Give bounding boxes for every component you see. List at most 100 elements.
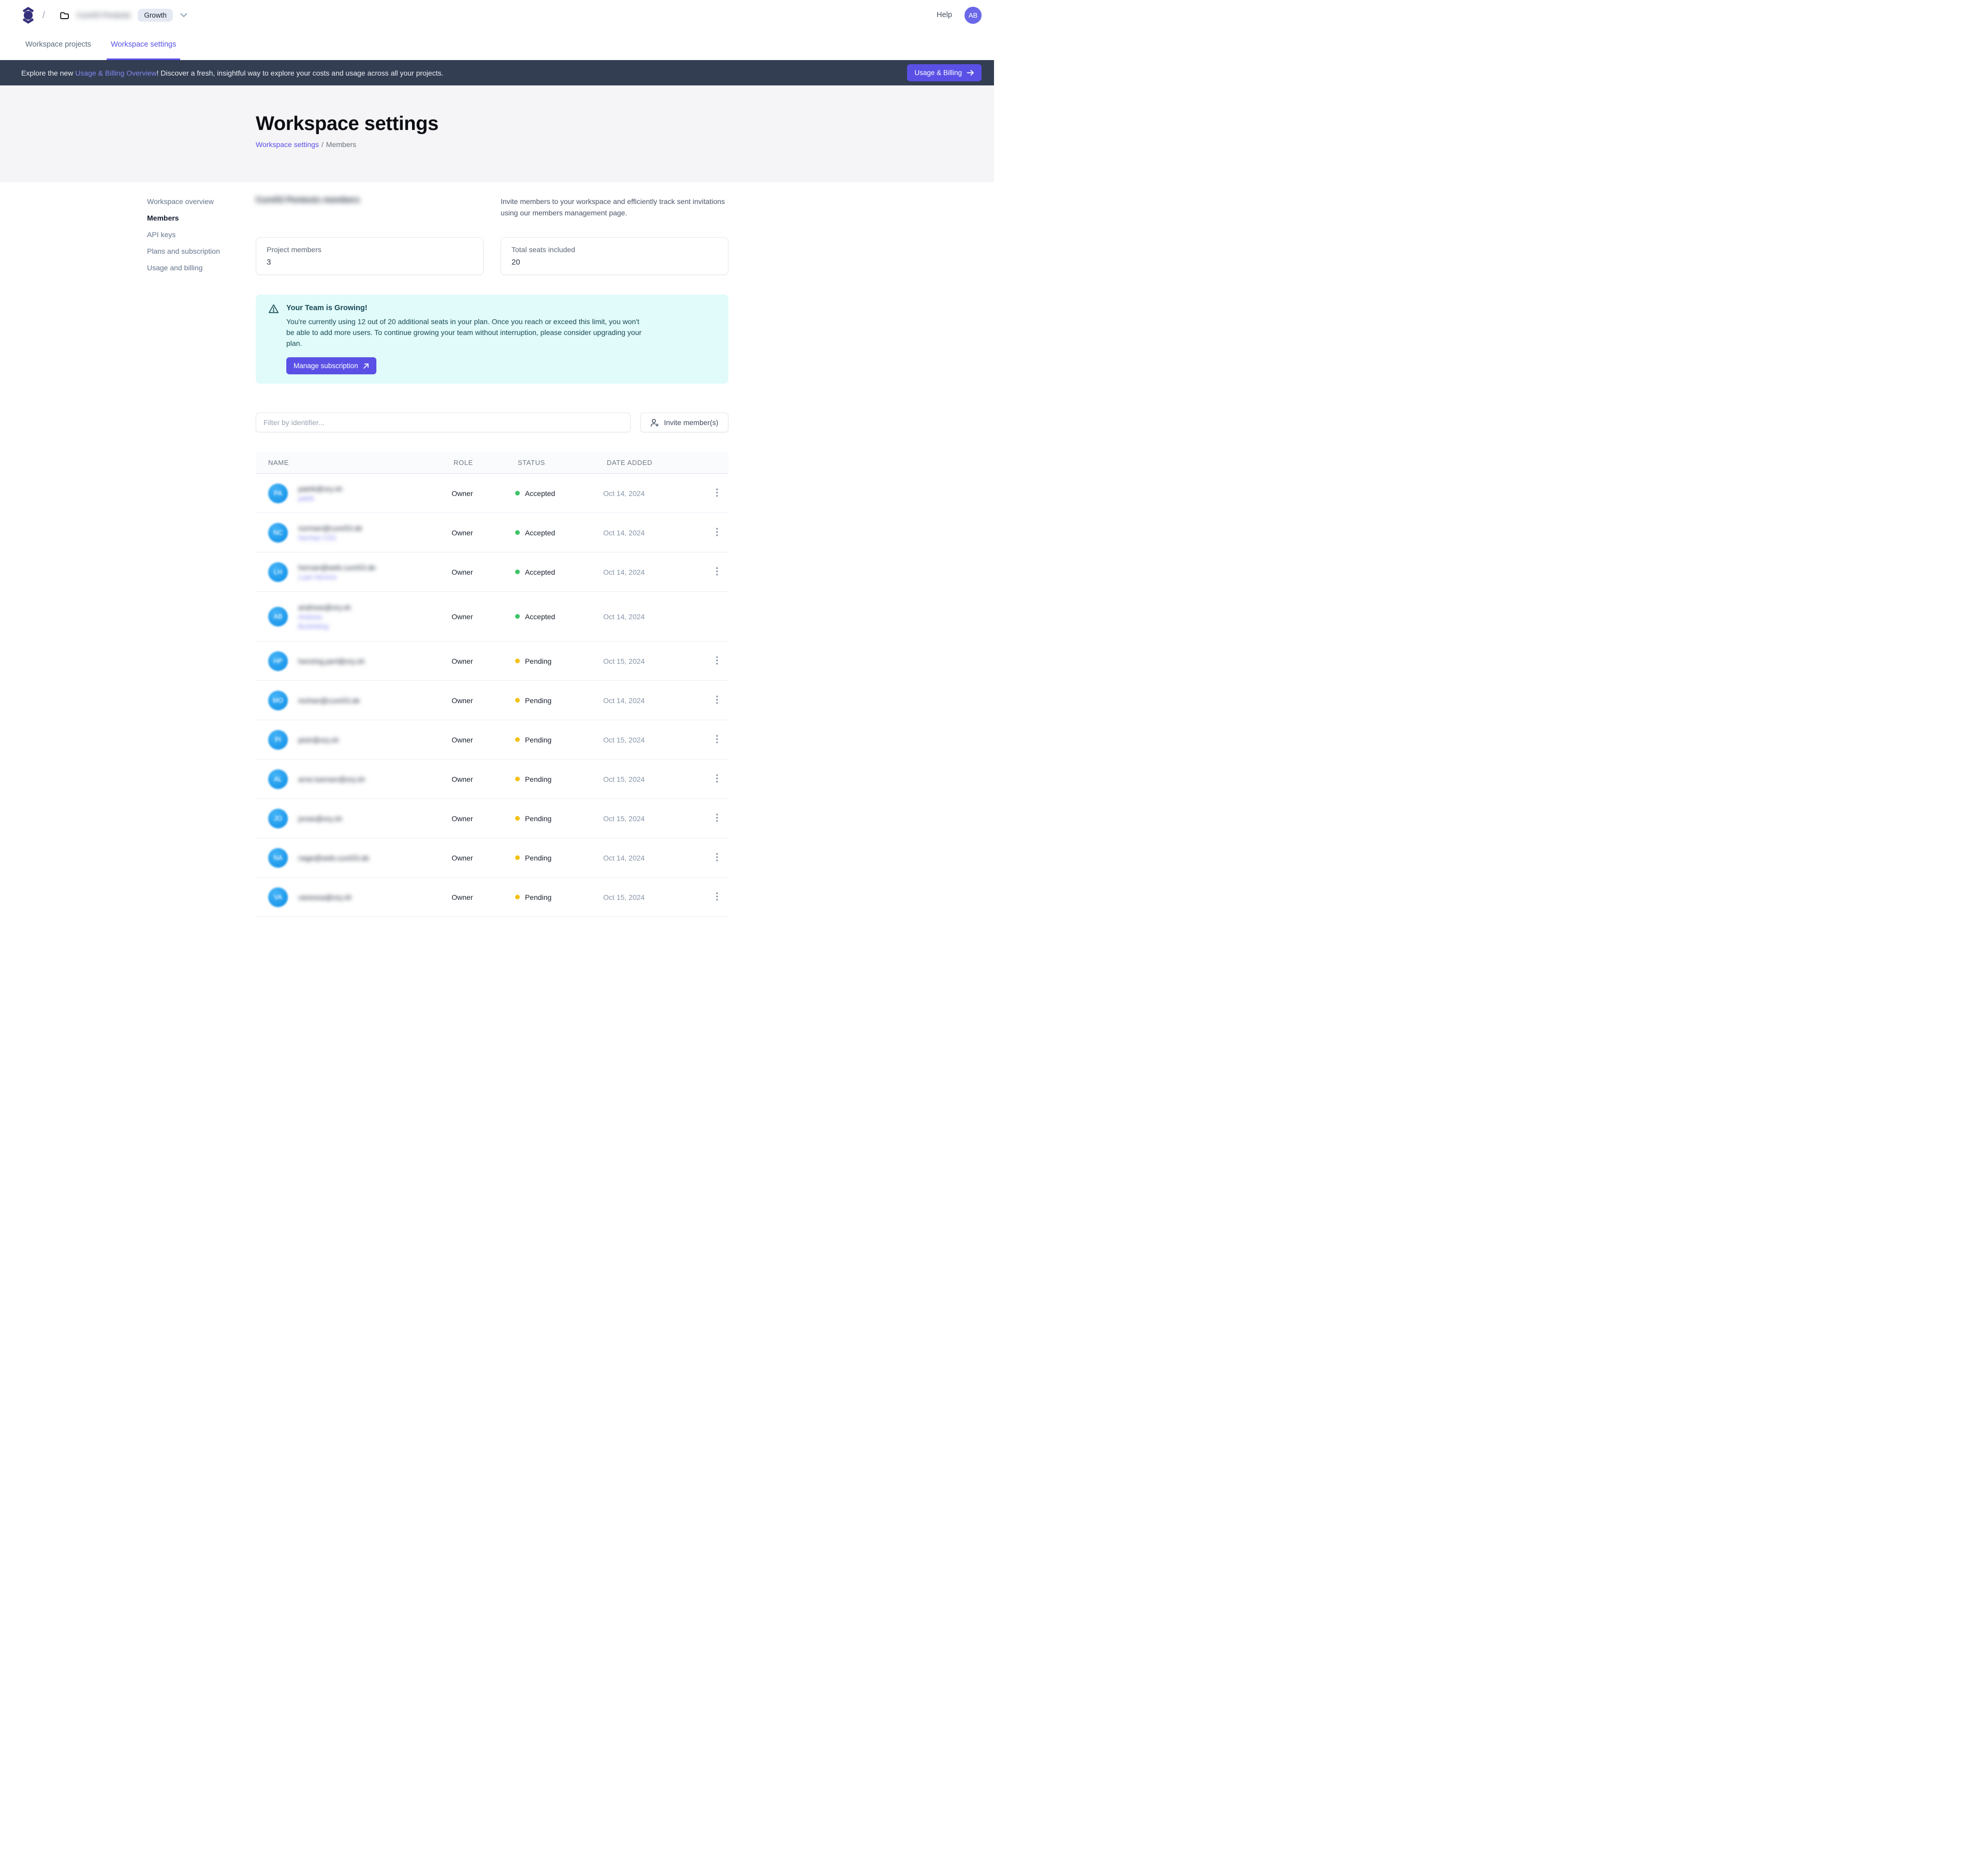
- member-status-cell: Pending: [515, 736, 603, 744]
- plan-badge[interactable]: Growth: [138, 8, 173, 22]
- member-menu-cell: [709, 732, 728, 748]
- member-identifier: norman@cure53.de Norman CS3: [298, 524, 362, 542]
- status-label: Accepted: [524, 612, 556, 621]
- tab-workspace-settings[interactable]: Workspace settings: [107, 37, 181, 60]
- member-name-cell: NC norman@cure53.de Norman CS3: [256, 518, 451, 548]
- sidebar-item-workspace-overview[interactable]: Workspace overview: [147, 197, 214, 206]
- stat-cards: Project members 3 Total seats included 2…: [256, 237, 728, 275]
- team-growing-alert: Your Team is Growing! You're currently u…: [256, 295, 728, 384]
- member-username: Norman CS3: [298, 534, 336, 542]
- user-avatar[interactable]: AB: [964, 6, 982, 24]
- invite-members-button[interactable]: Invite member(s): [640, 413, 728, 432]
- banner-text: Explore the new Usage & Billing Overview…: [21, 69, 444, 77]
- status-dot-icon: [515, 659, 520, 663]
- sidebar-item-members[interactable]: Members: [147, 214, 179, 222]
- arrow-right-icon: [967, 69, 974, 76]
- table-row: NC norman@cure53.de Norman CS3 Owner Acce…: [256, 513, 728, 552]
- row-menu-button[interactable]: [709, 485, 725, 502]
- status-label: Accepted: [524, 489, 556, 498]
- ory-logo-icon[interactable]: [21, 6, 35, 24]
- status-label: Pending: [524, 735, 552, 744]
- member-menu-cell: [709, 564, 728, 580]
- member-menu-cell: [709, 810, 728, 827]
- status-label: Pending: [524, 696, 552, 705]
- breadcrumb: Workspace settings / Members: [256, 140, 994, 149]
- member-name-cell: PI piotr@ory.sh: [256, 725, 451, 755]
- kebab-icon: [716, 853, 718, 862]
- status-badge: Pending: [515, 657, 603, 665]
- table-row: HP henning.perl@ory.sh Owner Pending Oct…: [256, 642, 728, 681]
- member-date-added: Oct 15, 2024: [603, 657, 645, 665]
- usage-billing-overview-link[interactable]: Usage & Billing Overview: [75, 68, 157, 77]
- row-menu-button[interactable]: [709, 653, 725, 669]
- members-description: Invite members to your workspace and eff…: [501, 197, 725, 217]
- kebab-icon: [716, 774, 718, 783]
- member-identifier: jonas@ory.sh: [298, 814, 342, 823]
- row-menu-button[interactable]: [709, 564, 725, 580]
- status-dot-icon: [515, 570, 520, 574]
- row-menu-button[interactable]: [709, 889, 725, 906]
- sidebar-item-usage-billing[interactable]: Usage and billing: [147, 264, 203, 272]
- status-badge: Accepted: [515, 613, 603, 621]
- member-avatar: JO: [268, 808, 288, 828]
- arrow-up-right-icon: [363, 363, 369, 369]
- row-menu-button[interactable]: [709, 850, 725, 866]
- status-label: Accepted: [524, 528, 556, 537]
- stat-value: 20: [511, 258, 520, 267]
- status-badge: Pending: [515, 775, 603, 783]
- member-date-added: Oct 14, 2024: [603, 612, 645, 621]
- sidebar-item-api-keys[interactable]: API keys: [147, 230, 176, 239]
- member-role: Owner: [451, 775, 473, 783]
- member-avatar: AB: [268, 606, 288, 626]
- alert-body: You're currently using 12 out of 20 addi…: [286, 317, 642, 347]
- member-identifier: vanessa@ory.sh: [298, 893, 352, 901]
- member-name-cell: JO jonas@ory.sh: [256, 804, 451, 834]
- usage-billing-button[interactable]: Usage & Billing: [907, 64, 982, 81]
- kebab-icon: [716, 528, 718, 536]
- status-dot-icon: [515, 895, 520, 899]
- filter-input[interactable]: [256, 413, 631, 432]
- status-badge: Pending: [515, 696, 603, 705]
- member-avatar: PI: [268, 730, 288, 750]
- member-name-cell: HP henning.perl@ory.sh: [256, 646, 451, 676]
- workspace-chevron-down-icon[interactable]: [180, 13, 187, 18]
- member-status-cell: Pending: [515, 696, 603, 705]
- banner-text-suffix: ! Discover a fresh, insightful way to ex…: [156, 68, 444, 77]
- tabs: Workspace projects Workspace settings: [0, 30, 994, 60]
- member-name-cell: LH hernan@web.cure53.de Luan Herrera: [256, 557, 451, 587]
- member-menu-cell: [709, 850, 728, 866]
- members-section-title: Cure53 Pentests members: [256, 196, 360, 205]
- topbar: / Cure53 Pentests Growth Help AB Workspa…: [0, 0, 994, 60]
- row-menu-button[interactable]: [709, 732, 725, 748]
- members-toolbar: Invite member(s): [256, 413, 728, 432]
- row-menu-button[interactable]: [709, 524, 725, 541]
- members-main: Cure53 Pentests members Invite members t…: [256, 182, 728, 917]
- member-menu-cell: [709, 485, 728, 502]
- status-badge: Pending: [515, 814, 603, 823]
- member-email: jonas@ory.sh: [298, 814, 342, 823]
- row-menu-button[interactable]: [709, 692, 725, 709]
- member-avatar: HP: [268, 651, 288, 671]
- member-email: norman@cure53.de: [298, 523, 362, 532]
- table-row: AB andreas@ory.sh Andreas Bucksteeg Owner …: [256, 592, 728, 642]
- row-menu-button[interactable]: [709, 810, 725, 827]
- kebab-icon: [716, 695, 718, 704]
- status-dot-icon: [515, 816, 520, 821]
- breadcrumb-link-workspace-settings[interactable]: Workspace settings: [256, 140, 319, 149]
- tab-workspace-projects[interactable]: Workspace projects: [25, 40, 92, 49]
- workspace-name[interactable]: Cure53 Pentests: [77, 11, 131, 19]
- member-status-cell: Pending: [515, 893, 603, 901]
- banner-text-prefix: Explore the new: [21, 68, 76, 77]
- stat-card-project-members: Project members 3: [256, 237, 484, 275]
- manage-subscription-button[interactable]: Manage subscription: [286, 357, 376, 374]
- member-date-added: Oct 14, 2024: [603, 528, 645, 537]
- person-plus-icon: [650, 418, 659, 427]
- help-link[interactable]: Help: [937, 11, 952, 19]
- status-badge: Accepted: [515, 568, 603, 576]
- member-status-cell: Pending: [515, 775, 603, 783]
- kebab-icon: [716, 567, 718, 576]
- member-avatar: AL: [268, 769, 288, 789]
- row-menu-button[interactable]: [709, 771, 725, 788]
- sidebar-item-plans-subscription[interactable]: Plans and subscription: [147, 247, 220, 255]
- table-row: LH hernan@web.cure53.de Luan Herrera Owne…: [256, 552, 728, 592]
